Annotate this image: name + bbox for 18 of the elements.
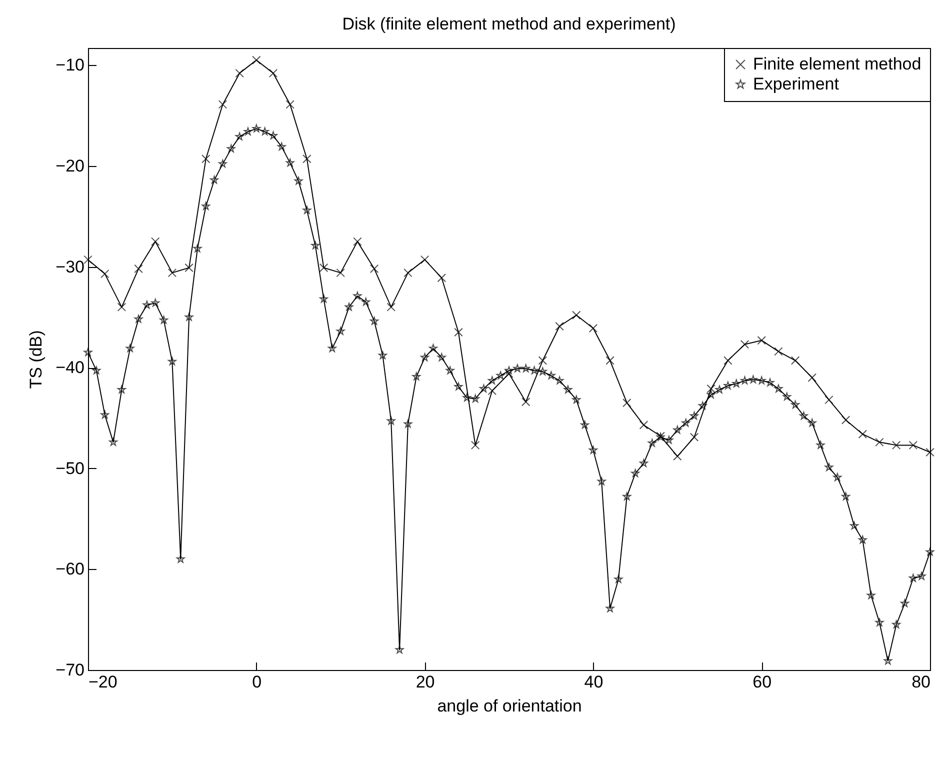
- x-tick-label: −20: [88, 672, 118, 692]
- y-tick-label: −50: [56, 458, 84, 478]
- x-tick-label: 40: [584, 672, 604, 692]
- y-tick-label: −20: [56, 156, 84, 176]
- y-tick-label: −40: [56, 358, 84, 378]
- x-axis-title: angle of orientation: [437, 696, 582, 716]
- y-tick-label: −70: [56, 660, 84, 680]
- x-tick-label: 20: [416, 672, 435, 692]
- chart-title: Disk (finite element method and experiment): [342, 14, 676, 34]
- legend-label: Experiment: [753, 74, 840, 94]
- x-tick-label: 60: [752, 672, 772, 692]
- x-tick-label: 0: [252, 672, 262, 692]
- legend-label: Finite element method: [753, 54, 922, 74]
- x-tick-label: 80: [912, 672, 930, 692]
- y-tick-label: −60: [56, 560, 84, 579]
- y-tick-label: −30: [56, 257, 84, 276]
- y-tick-label: −10: [56, 56, 84, 75]
- y-axis-title: TS (dB): [26, 330, 46, 389]
